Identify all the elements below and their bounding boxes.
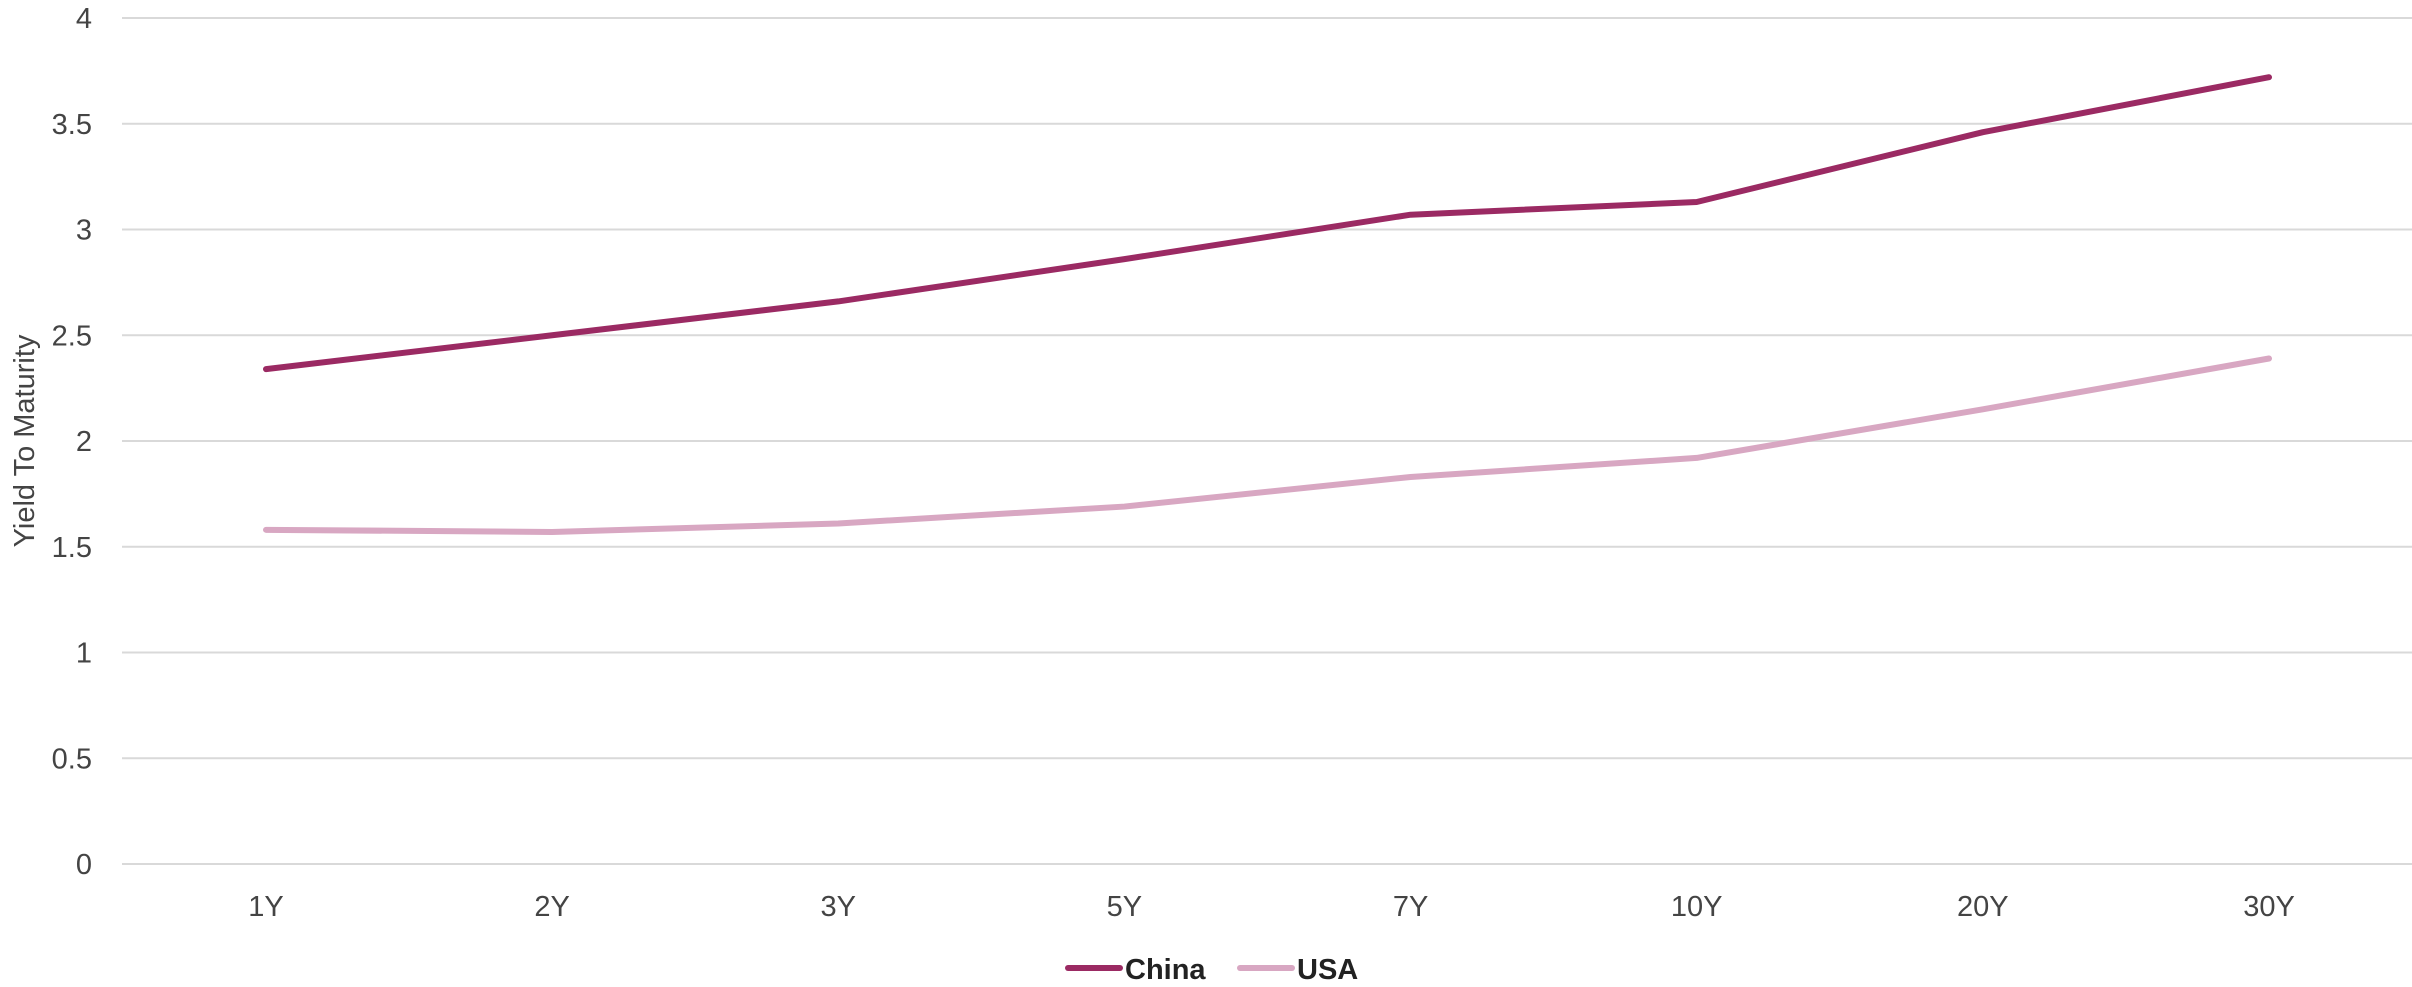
y-axis-ticks: 0 0.5 1 1.5 2 2.5 3 3.5 4 [52, 3, 92, 881]
data-point-china [836, 299, 841, 304]
data-point-usa [1980, 407, 1985, 412]
x-tick-label: 5Y [1107, 891, 1142, 923]
x-tick-label: 1Y [248, 891, 283, 923]
data-point-china [1694, 200, 1699, 205]
legend-label: USA [1297, 954, 1358, 986]
series-line-china [263, 74, 2272, 373]
y-tick-label: 0 [76, 849, 92, 881]
gridlines [122, 17, 2412, 865]
y-tick-label: 3 [76, 215, 92, 247]
legend: China USA [1065, 954, 1358, 986]
data-point-china [2267, 75, 2271, 80]
series-lines [263, 74, 2272, 535]
data-point-china [550, 333, 555, 338]
y-tick-label: 1 [76, 638, 92, 670]
x-tick-label: 10Y [1671, 891, 1723, 923]
y-tick-label: 3.5 [52, 109, 92, 141]
data-point-usa [1408, 474, 1413, 479]
legend-item-china: China [1065, 954, 1206, 986]
data-point-usa [264, 527, 268, 532]
series-line-usa [263, 355, 2272, 535]
data-point-usa [1122, 504, 1127, 509]
x-tick-label: 30Y [2243, 891, 2295, 923]
data-point-china [264, 367, 268, 372]
y-tick-label: 4 [76, 3, 92, 35]
x-tick-label: 20Y [1957, 891, 2009, 923]
y-tick-label: 2 [76, 426, 92, 458]
y-tick-label: 2.5 [52, 320, 92, 352]
data-point-china [1980, 130, 1985, 135]
data-point-usa [1694, 455, 1699, 460]
x-tick-label: 3Y [821, 891, 856, 923]
x-tick-label: 7Y [1393, 891, 1428, 923]
data-point-usa [2267, 356, 2271, 361]
legend-label: China [1125, 954, 1206, 986]
data-point-usa [550, 529, 555, 534]
data-point-china [1408, 212, 1413, 217]
y-tick-label: 0.5 [52, 743, 92, 775]
x-tick-label: 2Y [534, 891, 569, 923]
legend-item-usa: USA [1237, 954, 1358, 986]
data-point-china [1122, 257, 1127, 262]
data-point-usa [836, 521, 841, 526]
y-axis-title: Yield To Maturity [9, 334, 41, 547]
x-axis-ticks: 1Y 2Y 3Y 5Y 7Y 10Y 20Y 30Y [248, 891, 2295, 923]
y-tick-label: 1.5 [52, 532, 92, 564]
